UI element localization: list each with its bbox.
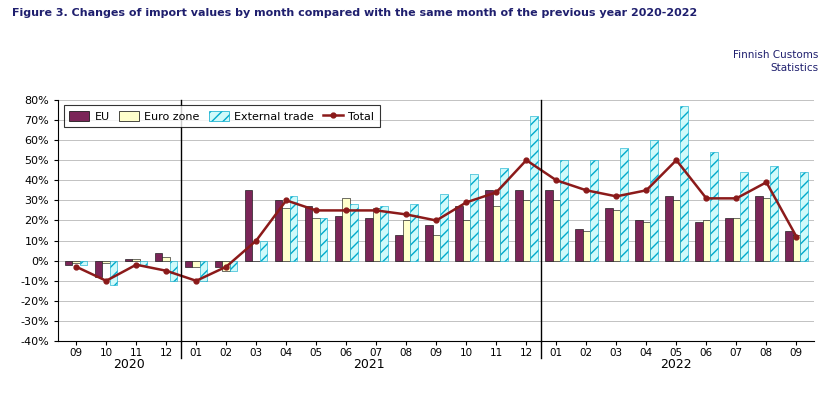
Bar	[283, 208, 290, 261]
Bar	[763, 198, 770, 261]
Bar	[65, 261, 72, 265]
Bar	[650, 140, 657, 261]
Bar	[635, 220, 642, 261]
Bar	[463, 220, 470, 261]
Bar	[132, 259, 140, 261]
Text: 2021: 2021	[353, 358, 385, 371]
Bar	[223, 261, 230, 271]
Bar	[672, 201, 680, 261]
Bar	[80, 261, 87, 265]
Bar	[583, 230, 590, 261]
Bar	[642, 223, 650, 261]
Bar	[170, 261, 178, 281]
Bar	[793, 235, 800, 261]
Bar	[665, 196, 672, 261]
Bar	[493, 206, 500, 261]
Bar	[102, 261, 110, 263]
Bar	[140, 261, 147, 265]
Bar	[410, 204, 417, 261]
Bar	[560, 160, 568, 261]
Bar	[530, 116, 538, 261]
Bar	[695, 223, 702, 261]
Bar	[485, 190, 493, 261]
Bar	[193, 261, 200, 267]
Text: 2022: 2022	[661, 358, 692, 371]
Bar	[432, 235, 440, 261]
Bar	[365, 218, 372, 261]
Bar	[553, 201, 560, 261]
Bar	[125, 259, 132, 261]
Bar	[305, 206, 312, 261]
Bar	[425, 225, 432, 261]
Bar	[740, 172, 748, 261]
Bar	[402, 220, 410, 261]
Bar	[185, 261, 193, 267]
Bar	[335, 216, 342, 261]
Bar	[605, 208, 612, 261]
Bar	[350, 204, 357, 261]
Bar	[725, 218, 733, 261]
Bar	[290, 196, 297, 261]
Bar	[800, 172, 808, 261]
Bar	[590, 160, 597, 261]
Bar	[342, 198, 350, 261]
Bar	[230, 261, 238, 271]
Bar	[785, 230, 793, 261]
Bar	[702, 220, 711, 261]
Bar	[733, 218, 740, 261]
Bar	[620, 148, 627, 261]
Bar	[523, 201, 530, 261]
Bar	[95, 261, 102, 277]
Bar	[500, 168, 508, 261]
Text: Finnish Customs
Statistics: Finnish Customs Statistics	[733, 50, 819, 73]
Bar	[260, 240, 268, 261]
Bar	[545, 190, 553, 261]
Bar	[711, 152, 718, 261]
Bar	[312, 218, 320, 261]
Bar	[215, 261, 223, 267]
Bar	[575, 228, 583, 261]
Bar	[470, 174, 478, 261]
Bar	[320, 218, 327, 261]
Bar	[155, 253, 162, 261]
Bar	[380, 206, 387, 261]
Bar	[440, 194, 448, 261]
Bar	[245, 190, 253, 261]
Bar	[275, 201, 283, 261]
Bar	[680, 106, 687, 261]
Bar	[110, 261, 117, 285]
Bar	[372, 208, 380, 261]
Bar	[162, 257, 170, 261]
Bar	[755, 196, 763, 261]
Bar	[515, 190, 523, 261]
Text: Figure 3. Changes of import values by month compared with the same month of the : Figure 3. Changes of import values by mo…	[12, 8, 698, 18]
Bar	[72, 261, 80, 263]
Bar	[395, 235, 402, 261]
Bar	[200, 261, 208, 281]
Bar	[770, 166, 778, 261]
Legend: EU, Euro zone, External trade, Total: EU, Euro zone, External trade, Total	[64, 105, 380, 127]
Text: 2020: 2020	[113, 358, 145, 371]
Bar	[612, 210, 620, 261]
Bar	[455, 206, 463, 261]
